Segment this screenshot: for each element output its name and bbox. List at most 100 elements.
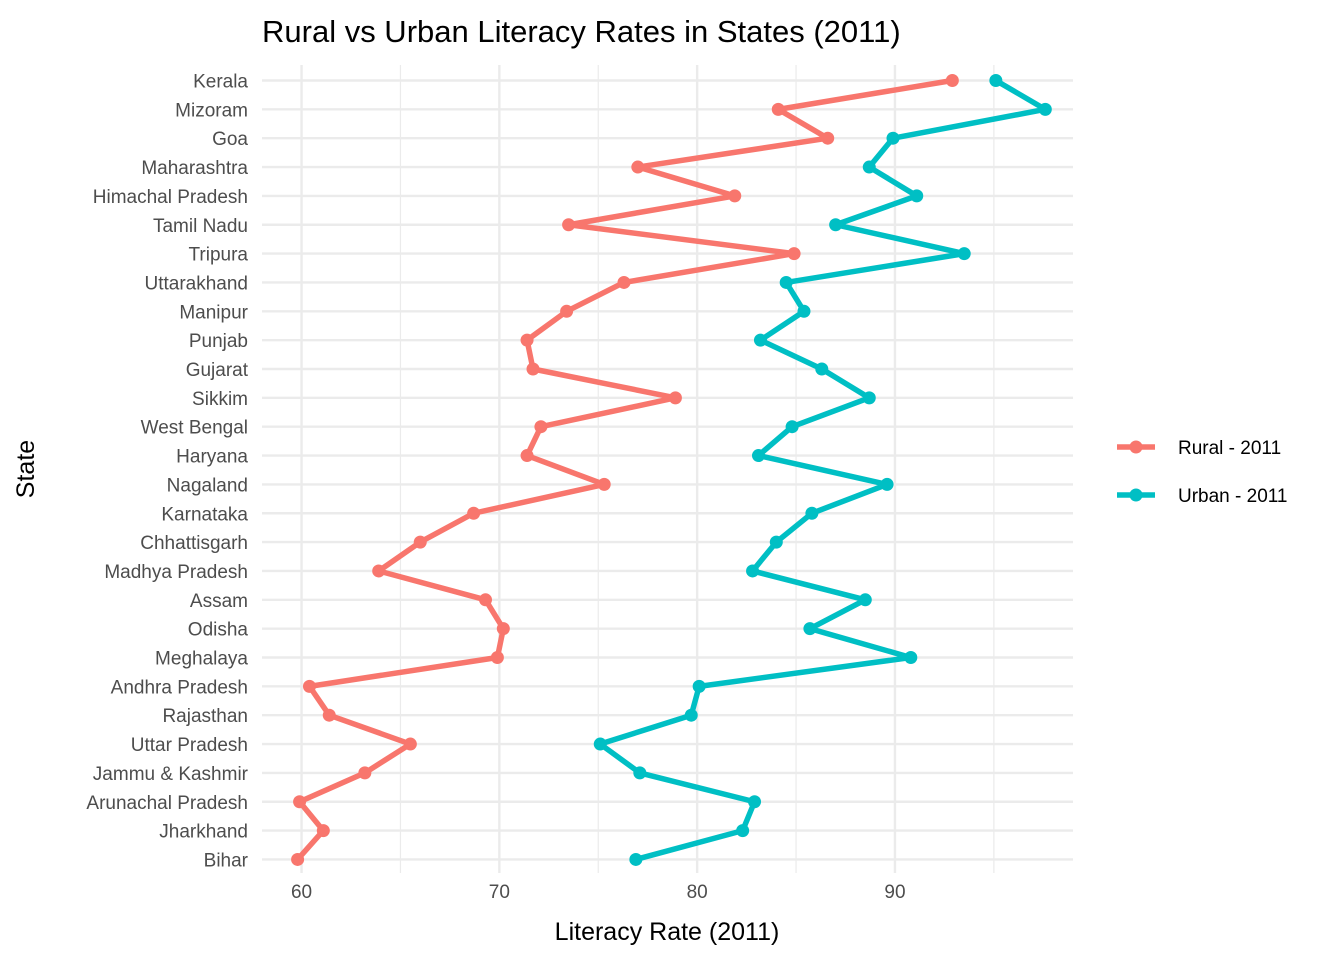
y-tick-label-arunachal-pradesh: Arunachal Pradesh [86,793,248,814]
point-urban-2011-maharashtra [862,160,876,174]
point-rural-2011-jammu-and-kashmir [358,766,372,780]
x-axis-title: Literacy Rate (2011) [555,918,780,946]
point-rural-2011-west-bengal [534,420,548,434]
point-urban-2011-himachal-pradesh [910,189,924,203]
point-rural-2011-nagaland [597,477,611,491]
point-rural-2011-uttarakhand [617,275,631,289]
y-tick-label-uttarakhand: Uttarakhand [144,273,248,294]
point-rural-2011-bihar [291,852,305,866]
y-tick-label-tripura: Tripura [189,245,249,266]
legend-item-urban-2011: Urban - 2011 [1117,486,1288,507]
point-urban-2011-kerala [989,74,1003,87]
y-tick-label-sikkim: Sikkim [192,389,248,410]
point-rural-2011-mizoram [771,102,785,116]
point-rural-2011-tamil-nadu [562,218,576,232]
point-rural-2011-assam [479,593,493,607]
y-tick-label-goa: Goa [212,129,248,150]
y-tick-label-west-bengal: West Bengal [141,418,248,439]
point-rural-2011-jharkhand [316,824,330,838]
y-tick-label-bihar: Bihar [204,850,249,871]
y-tick-label-maharashtra: Maharashtra [141,158,248,179]
y-axis-ticks: Kerala Mizoram Goa Maharashtra Himachal Prad… [86,72,248,872]
x-tick-label: 60 [291,882,312,903]
legend-item-rural-2011: Rural - 2011 [1117,438,1281,459]
y-tick-label-gujarat: Gujarat [186,360,249,381]
legend-label: Urban - 2011 [1178,486,1288,507]
point-urban-2011-madhya-pradesh [746,564,760,578]
point-rural-2011-punjab [520,333,534,347]
y-tick-label-nagaland: Nagaland [167,475,248,496]
legend-swatch-point [1129,440,1143,454]
plot-grid [262,65,1073,873]
point-urban-2011-haryana [751,449,765,463]
y-tick-label-odisha: Odisha [188,620,249,641]
y-tick-label-karnataka: Karnataka [161,504,248,525]
point-urban-2011-gujarat [815,362,829,376]
y-tick-label-assam: Assam [190,591,248,612]
point-urban-2011-punjab [753,333,767,347]
point-rural-2011-sikkim [668,391,682,405]
point-urban-2011-meghalaya [904,651,918,664]
point-rural-2011-chhattisgarh [413,535,427,549]
point-rural-2011-manipur [560,304,574,318]
point-rural-2011-madhya-pradesh [372,564,386,578]
point-urban-2011-manipur [797,304,811,318]
point-urban-2011-uttarakhand [779,275,793,289]
point-urban-2011-rajasthan [684,708,698,722]
y-axis-title: State [12,440,40,498]
y-tick-label-kerala: Kerala [193,72,248,93]
y-tick-label-andhra-pradesh: Andhra Pradesh [111,677,248,698]
point-rural-2011-himachal-pradesh [728,189,742,203]
point-urban-2011-west-bengal [785,420,799,434]
legend-swatch-point [1129,488,1143,502]
y-tick-label-mizoram: Mizoram [175,100,248,121]
x-tick-label: 80 [687,882,708,903]
legend: Rural - 2011 Urban - 2011 [1117,438,1288,507]
y-tick-label-jharkhand: Jharkhand [159,822,248,843]
point-urban-2011-uttar-pradesh [593,737,607,751]
x-tick-label: 90 [884,882,905,903]
point-urban-2011-jammu-and-kashmir [633,766,647,780]
y-tick-label-jammu-and-kashmir: Jammu & Kashmir [93,764,249,785]
point-urban-2011-chhattisgarh [769,535,783,549]
y-tick-label-rajasthan: Rajasthan [162,706,248,727]
point-urban-2011-assam [858,593,872,607]
series-urban-2011 [593,74,1052,866]
series-line-rural-2011 [294,77,956,863]
chart-title: Rural vs Urban Literacy Rates in States … [262,14,901,49]
point-rural-2011-uttar-pradesh [403,737,417,751]
y-tick-label-meghalaya: Meghalaya [155,649,248,670]
point-rural-2011-goa [821,131,835,145]
point-urban-2011-tamil-nadu [829,218,843,232]
point-urban-2011-goa [886,131,900,145]
y-tick-label-uttar-pradesh: Uttar Pradesh [131,735,248,756]
y-tick-label-himachal-pradesh: Himachal Pradesh [93,187,248,208]
point-rural-2011-gujarat [526,362,540,376]
point-urban-2011-sikkim [862,391,876,405]
point-urban-2011-karnataka [805,506,819,520]
point-rural-2011-arunachal-pradesh [293,795,307,809]
point-rural-2011-karnataka [467,506,481,520]
point-urban-2011-arunachal-pradesh [748,795,762,809]
point-urban-2011-jharkhand [736,824,750,838]
legend-label: Rural - 2011 [1178,438,1281,459]
point-rural-2011-maharashtra [631,160,645,174]
point-urban-2011-bihar [629,852,643,866]
y-tick-label-manipur: Manipur [179,302,248,323]
point-rural-2011-haryana [520,449,534,463]
point-urban-2011-nagaland [880,477,894,491]
y-tick-label-haryana: Haryana [176,447,248,468]
y-tick-label-tamil-nadu: Tamil Nadu [153,216,248,237]
y-tick-label-madhya-pradesh: Madhya Pradesh [104,562,248,583]
y-tick-label-punjab: Punjab [189,331,248,352]
series-rural-2011 [291,74,959,866]
point-urban-2011-odisha [803,622,817,636]
x-tick-label: 70 [489,882,510,903]
y-tick-label-chhattisgarh: Chhattisgarh [140,533,248,554]
plot-series [291,74,1052,866]
point-urban-2011-andhra-pradesh [692,679,706,693]
point-rural-2011-tripura [787,247,801,261]
x-axis-ticks: 60 70 80 90 [291,882,906,903]
point-rural-2011-odisha [496,622,510,636]
